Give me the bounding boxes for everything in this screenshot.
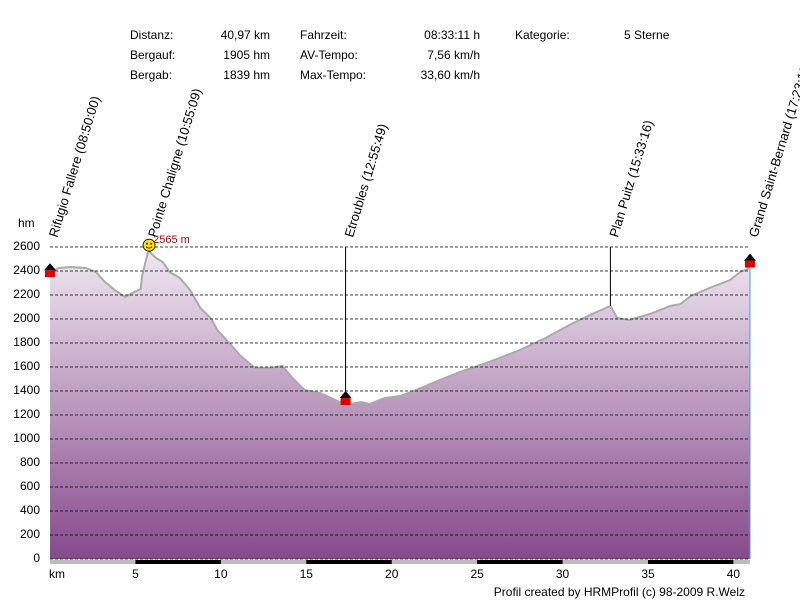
y-axis-label: hm <box>18 216 35 230</box>
y-tick-label: 2600 <box>13 239 40 253</box>
y-tick-label: 0 <box>33 551 40 565</box>
house-roof <box>44 263 56 271</box>
waypoint-label: Grand Saint-Bernard (17:23:11) <box>746 61 800 239</box>
y-tick-label: 400 <box>20 503 40 517</box>
y-tick-label: 2200 <box>13 287 40 301</box>
x-tick-label: 20 <box>385 567 399 581</box>
waypoint: Plan Puitz (15:33:16) <box>606 118 656 307</box>
x-tick-label: 40 <box>727 567 741 581</box>
x-tick-label: 10 <box>214 567 228 581</box>
x-axis-label: km <box>49 567 65 581</box>
stat-label: Bergauf: <box>130 48 175 62</box>
profile-fill <box>50 251 750 559</box>
waypoint-label: Etroubles (12:55:49) <box>341 122 390 239</box>
stat-value: 1839 hm <box>223 68 270 82</box>
stat-value: 1905 hm <box>223 48 270 62</box>
waypoint: Rifugio Fallere (08:50:00) <box>44 94 103 278</box>
smiley-face <box>142 238 156 252</box>
smiley-mouth <box>145 246 153 249</box>
axis-band <box>647 560 734 564</box>
y-tick-label: 2000 <box>13 311 40 325</box>
waypoint: Grand Saint-Bernard (17:23:11) <box>744 61 800 268</box>
smiley-eye <box>146 242 148 245</box>
stat-label: Kategorie: <box>515 28 570 42</box>
waypoint-label: Pointe Chaligne (10:55:09) <box>145 87 205 239</box>
peak-label: 2565 m <box>153 234 190 246</box>
smiley-eye <box>150 242 152 245</box>
y-tick-label: 600 <box>20 479 40 493</box>
house-body <box>340 398 351 405</box>
waypoint: Etroubles (12:55:49) <box>339 122 390 405</box>
stat-value: 5 Sterne <box>624 28 670 42</box>
stat-label: Max-Tempo: <box>300 68 366 82</box>
y-tick-label: 1200 <box>13 407 40 421</box>
stat-label: Bergab: <box>130 68 172 82</box>
y-tick-label: 2400 <box>13 263 40 277</box>
x-tick-label: 30 <box>556 567 570 581</box>
profile-line <box>49 249 751 407</box>
y-tick-label: 1600 <box>13 359 40 373</box>
house-roof <box>339 391 352 398</box>
y-tick-label: 1000 <box>13 431 40 445</box>
smiley-marker <box>142 238 156 252</box>
x-tick-label: 15 <box>300 567 314 581</box>
stat-value: 40,97 km <box>221 28 270 42</box>
credit: Profil created by HRMProfil (c) 98-2009 … <box>494 585 745 599</box>
stat-value: 08:33:11 h <box>424 28 480 42</box>
x-tick-label: 25 <box>470 567 484 581</box>
waypoint-label: Rifugio Fallere (08:50:00) <box>46 94 103 239</box>
x-tick-label: 5 <box>132 567 139 581</box>
house-marker <box>339 391 352 405</box>
house-body <box>45 270 55 278</box>
house-marker <box>744 253 756 268</box>
stat-value: 7,56 km/h <box>427 48 480 62</box>
y-tick-label: 1400 <box>13 383 40 397</box>
axis-band <box>306 560 392 564</box>
y-tick-label: 1800 <box>13 335 40 349</box>
axis-band <box>135 560 221 564</box>
waypoint-label: Plan Puitz (15:33:16) <box>606 118 656 238</box>
x-tick-label: 35 <box>641 567 655 581</box>
stat-label: AV-Tempo: <box>300 48 358 62</box>
stat-label: Distanz: <box>130 28 173 42</box>
house-body <box>745 260 755 268</box>
stat-label: Fahrzeit: <box>300 28 347 42</box>
axis-band <box>477 560 563 564</box>
waypoint: Pointe Chaligne (10:55:09)2565 m <box>142 87 205 252</box>
y-tick-label: 200 <box>20 527 40 541</box>
house-roof <box>744 253 756 261</box>
y-tick-label: 800 <box>20 455 40 469</box>
house-marker <box>44 263 56 278</box>
stat-value: 33,60 km/h <box>421 68 480 82</box>
